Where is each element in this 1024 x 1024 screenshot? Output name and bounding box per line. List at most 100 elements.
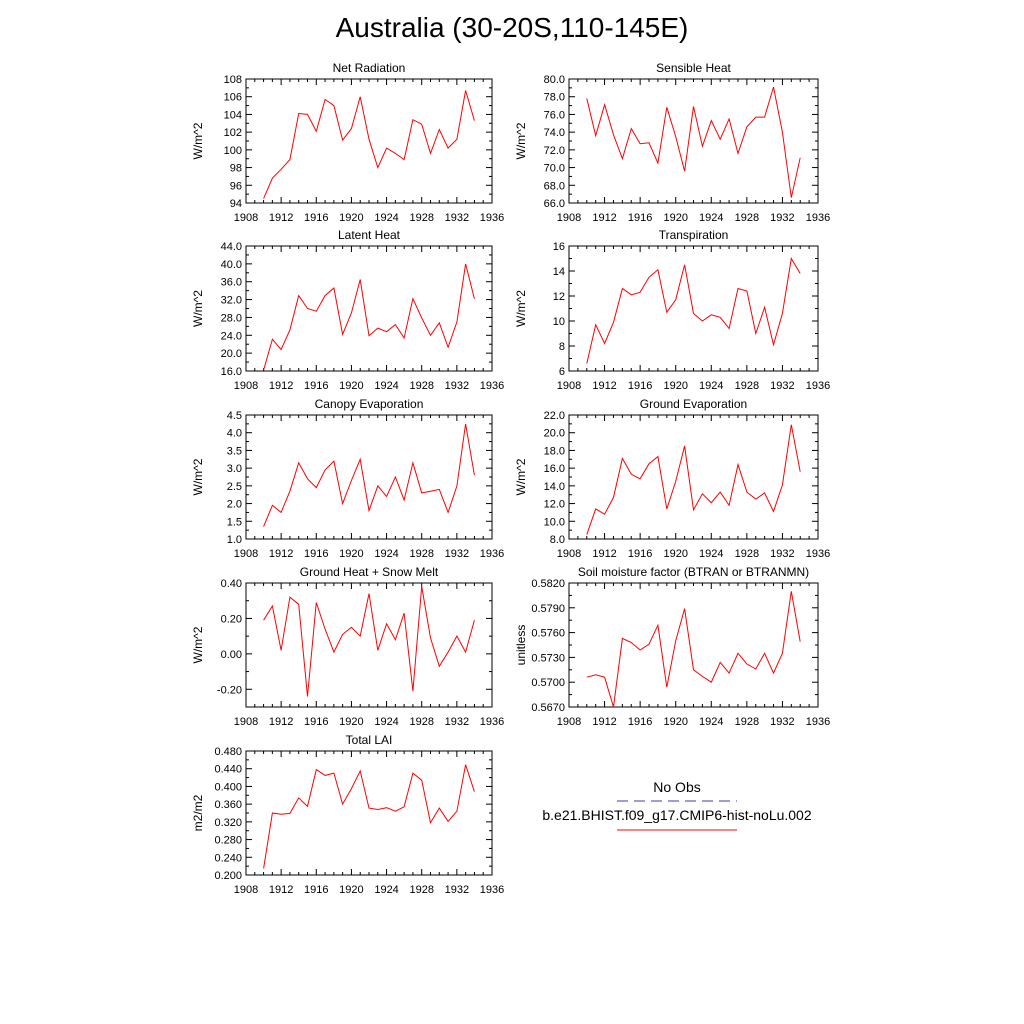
- series-line: [263, 263, 475, 371]
- y-tick-label: 20.0: [544, 428, 565, 440]
- x-tick-label: 1932: [770, 716, 794, 728]
- x-tick-label: 1932: [770, 548, 794, 560]
- x-tick-label: 1928: [409, 548, 433, 560]
- x-tick-label: 1932: [445, 380, 469, 392]
- x-tick-label: 1936: [806, 380, 830, 392]
- plot-frame: [568, 78, 819, 204]
- y-axis-label: W/m^2: [191, 458, 205, 495]
- x-tick-label: 1908: [234, 380, 258, 392]
- x-tick-label: 1920: [663, 716, 687, 728]
- y-tick-label: 4.0: [227, 428, 242, 440]
- y-tick-label: 10: [553, 316, 565, 328]
- plot-frame: [245, 582, 493, 708]
- x-tick-label: 1932: [445, 716, 469, 728]
- y-axis-label: W/m^2: [191, 626, 205, 663]
- y-tick-label: 100: [224, 145, 242, 157]
- x-tick-label: 1908: [557, 380, 581, 392]
- x-tick-label: 1928: [735, 212, 759, 224]
- y-tick-label: 104: [224, 109, 242, 121]
- y-tick-label: 18.0: [544, 445, 565, 457]
- x-tick-label: 1916: [628, 212, 652, 224]
- y-tick-label: 40.0: [221, 259, 242, 271]
- x-tick-label: 1912: [592, 548, 616, 560]
- x-tick-label: 1920: [339, 716, 363, 728]
- x-tick-label: 1924: [374, 716, 398, 728]
- y-tick-label: 2.0: [227, 499, 242, 511]
- y-tick-label: 0.5670: [531, 702, 565, 714]
- y-tick-label: 12: [553, 291, 565, 303]
- y-tick-label: 0.480: [214, 746, 242, 758]
- series-line: [586, 424, 801, 535]
- x-tick-label: 1908: [234, 716, 258, 728]
- y-tick-label: 1.0: [227, 534, 242, 546]
- x-tick-label: 1908: [557, 716, 581, 728]
- x-tick-label: 1936: [806, 212, 830, 224]
- x-tick-label: 1916: [628, 716, 652, 728]
- y-tick-label: 8: [559, 341, 565, 353]
- y-axis-label: W/m^2: [514, 290, 528, 327]
- plot-frame: [568, 582, 819, 708]
- y-tick-label: 96: [230, 180, 242, 192]
- x-tick-label: 1920: [339, 884, 363, 896]
- y-tick-label: 16: [553, 241, 565, 253]
- y-tick-label: 0.440: [214, 764, 242, 776]
- x-tick-label: 1924: [699, 380, 723, 392]
- x-tick-label: 1920: [339, 212, 363, 224]
- y-tick-label: 76.0: [544, 109, 565, 121]
- x-tick-label: 1932: [445, 212, 469, 224]
- y-tick-label: 6: [559, 366, 565, 378]
- x-tick-label: 1924: [374, 212, 398, 224]
- y-tick-label: 0.00: [221, 649, 242, 661]
- series-line: [586, 86, 801, 198]
- y-tick-label: 3.0: [227, 463, 242, 475]
- x-tick-label: 1916: [304, 716, 328, 728]
- y-tick-label: 14: [553, 266, 565, 278]
- panel-title: Ground Evaporation: [640, 397, 747, 411]
- y-tick-label: 0.240: [214, 852, 242, 864]
- series-line: [263, 586, 475, 697]
- x-tick-label: 1916: [304, 212, 328, 224]
- x-tick-label: 1936: [480, 212, 504, 224]
- y-tick-label: 10.0: [544, 516, 565, 528]
- y-tick-label: 94: [230, 198, 242, 210]
- x-tick-label: 1912: [269, 548, 293, 560]
- x-tick-label: 1912: [269, 716, 293, 728]
- y-tick-label: 70.0: [544, 163, 565, 175]
- series-line: [263, 423, 475, 527]
- y-tick-label: 106: [224, 92, 242, 104]
- x-tick-label: 1932: [770, 380, 794, 392]
- x-tick-label: 1928: [735, 716, 759, 728]
- legend-entry-label: b.e21.BHIST.f09_g17.CMIP6-hist-noLu.002: [542, 807, 812, 823]
- y-tick-label: 32.0: [221, 295, 242, 307]
- x-tick-label: 1928: [409, 212, 433, 224]
- y-tick-label: 0.200: [214, 870, 242, 882]
- y-tick-label: 20.0: [221, 348, 242, 360]
- y-tick-label: 22.0: [544, 410, 565, 422]
- y-tick-label: 44.0: [221, 241, 242, 253]
- y-axis-label: W/m^2: [514, 122, 528, 159]
- x-tick-label: 1916: [304, 548, 328, 560]
- y-tick-label: 74.0: [544, 127, 565, 139]
- y-tick-label: -0.20: [217, 684, 242, 696]
- x-tick-label: 1936: [480, 380, 504, 392]
- y-tick-label: 0.5730: [531, 652, 565, 664]
- x-tick-label: 1908: [557, 548, 581, 560]
- y-tick-label: 0.400: [214, 781, 242, 793]
- x-tick-label: 1932: [770, 212, 794, 224]
- panel-title: Latent Heat: [338, 228, 401, 242]
- x-tick-label: 1932: [445, 548, 469, 560]
- x-tick-label: 1908: [234, 212, 258, 224]
- x-tick-label: 1908: [234, 548, 258, 560]
- x-tick-label: 1920: [339, 548, 363, 560]
- y-tick-label: 2.5: [227, 481, 242, 493]
- y-tick-label: 0.5820: [531, 578, 565, 590]
- legend-entry-label: No Obs: [653, 779, 701, 795]
- y-tick-label: 78.0: [544, 92, 565, 104]
- x-tick-label: 1912: [592, 212, 616, 224]
- y-tick-label: 12.0: [544, 499, 565, 511]
- x-tick-label: 1912: [592, 380, 616, 392]
- y-tick-label: 36.0: [221, 277, 242, 289]
- x-tick-label: 1924: [699, 548, 723, 560]
- y-tick-label: 28.0: [221, 312, 242, 324]
